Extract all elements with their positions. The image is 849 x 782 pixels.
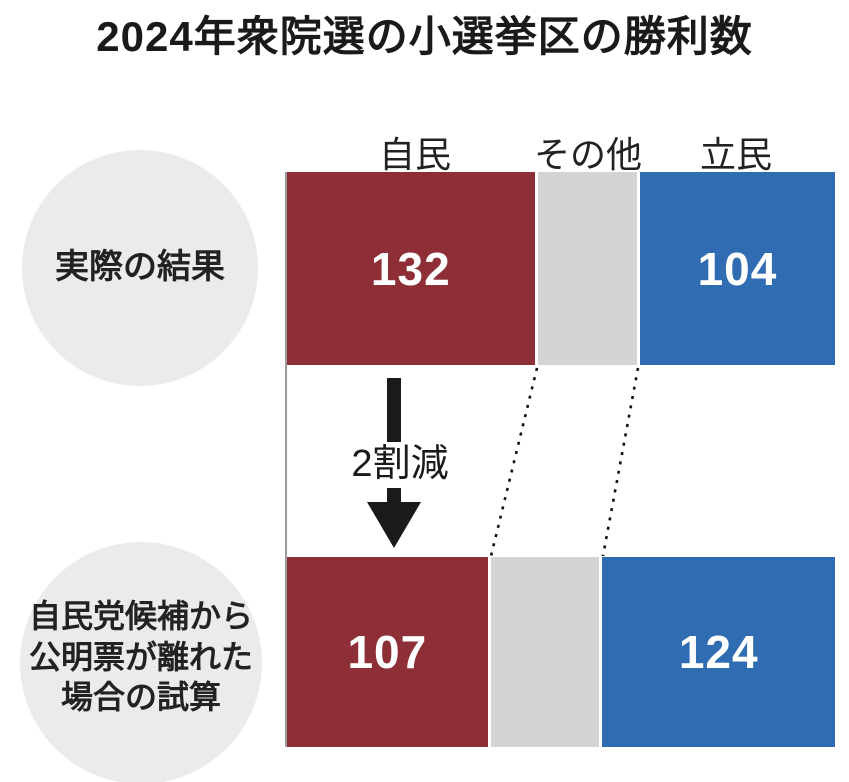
bar-scenario-segment-ldp: 107 [287,557,488,747]
bar-actual-value-ldp: 132 [370,242,451,295]
row-label-scenario-line-1: 自民党候補から [28,597,253,634]
connector-line-left [489,367,539,557]
row-label-scenario-line-2: 公明票が離れた [28,638,253,675]
series-header-others: その他 [533,134,643,175]
series-header-ldp: 自民 [378,134,452,175]
bar-scenario-segment-others [490,557,600,747]
chart-title: 2024年衆院選の小選挙区の勝利数 [96,13,753,60]
row-label-scenario: 自民党候補から 公明票が離れた 場合の試算 [29,596,253,719]
bar-actual-segment-others [537,172,637,365]
bar-actual-segment-ldp: 132 [287,172,535,365]
bar-actual: 132 104 [287,172,835,365]
bar-scenario: 107 124 [287,557,835,747]
row-label-circle-scenario: 自民党候補から 公明票が離れた 場合の試算 [20,542,262,782]
bar-scenario-value-ldp: 107 [347,626,428,678]
decrease-arrow-label: 2割減 [347,442,453,488]
row-label-scenario-line-3: 場合の試算 [60,679,221,716]
bar-scenario-value-cdp: 124 [678,626,759,678]
series-header-cdp: 立民 [699,134,773,175]
row-label-actual: 実際の結果 [55,248,225,287]
bar-actual-segment-cdp: 104 [639,172,835,365]
bar-actual-value-cdp: 104 [697,242,778,295]
row-label-circle-actual: 実際の結果 [22,150,258,386]
decrease-arrow-head-icon [367,502,421,548]
bar-scenario-segment-cdp: 124 [602,557,835,747]
connector-line-right [601,367,640,557]
baseline-axis [285,172,287,747]
